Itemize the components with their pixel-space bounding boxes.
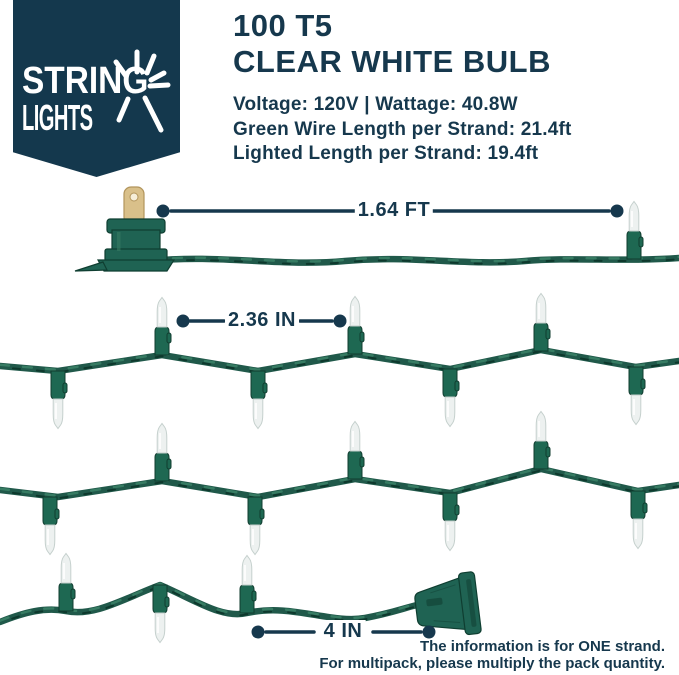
light-bulb <box>628 366 646 426</box>
brand-name-lights: LIGHTS <box>22 97 93 138</box>
measurement-tail-length <box>251 625 436 639</box>
spec-wire-length: Green Wire Length per Strand: 21.4ft <box>233 118 572 140</box>
power-plug <box>74 186 176 272</box>
light-bulb <box>154 422 172 482</box>
green-wire-strand-3 <box>0 468 679 499</box>
light-bulb <box>533 410 551 470</box>
green-wire-strand-2 <box>0 349 679 373</box>
measurement-bulb-spacing <box>176 314 347 328</box>
measurement-label-bulb-spacing: 2.36 IN <box>225 309 299 332</box>
end-connector <box>414 571 482 636</box>
light-bulb <box>42 496 60 556</box>
footnote-line2: For multipack, please multiply the pack … <box>319 655 665 672</box>
measurement-label-tail-length: 4 IN <box>320 620 366 643</box>
light-bulb <box>239 554 257 614</box>
spec-voltage-wattage: Voltage: 120V | Wattage: 40.8W <box>233 94 518 115</box>
connector-opening <box>466 579 477 627</box>
connector-slot <box>426 597 443 607</box>
light-bulb <box>347 295 365 355</box>
measurement-lead-length <box>156 204 624 218</box>
footnote: The information is for ONE strand. For m… <box>319 638 665 672</box>
spec-list: Voltage: 120V | Wattage: 40.8W Green Wir… <box>233 93 572 167</box>
brand-ribbon: STRING LIGHTS <box>13 0 180 177</box>
light-bulb <box>50 370 68 430</box>
light-bulb <box>533 292 551 352</box>
light-bulb <box>442 492 460 552</box>
light-bulb <box>626 200 644 260</box>
green-wire-strand-1 <box>150 257 679 264</box>
prong-hole <box>129 192 139 202</box>
light-bulb <box>250 370 268 430</box>
measurement-label-lead-length: 1.64 FT <box>354 199 434 222</box>
brand-name-string: STRING <box>22 60 149 102</box>
starburst-icon <box>113 49 171 133</box>
product-title-line1: 100 T5 <box>233 8 333 43</box>
spec-lighted-length: Lighted Length per Strand: 19.4ft <box>233 143 539 164</box>
light-bulb <box>58 552 76 612</box>
light-bulb <box>442 368 460 428</box>
light-bulb <box>247 496 265 556</box>
light-bulb <box>154 296 172 356</box>
product-title-line2: CLEAR WHITE BULB <box>233 44 551 79</box>
light-bulb <box>347 420 365 480</box>
light-bulb <box>630 490 648 550</box>
light-bulb <box>152 584 170 644</box>
footnote-line1: The information is for ONE strand. <box>419 638 665 655</box>
header: 100 T5 CLEAR WHITE BULB Voltage: 120V | … <box>233 8 572 167</box>
